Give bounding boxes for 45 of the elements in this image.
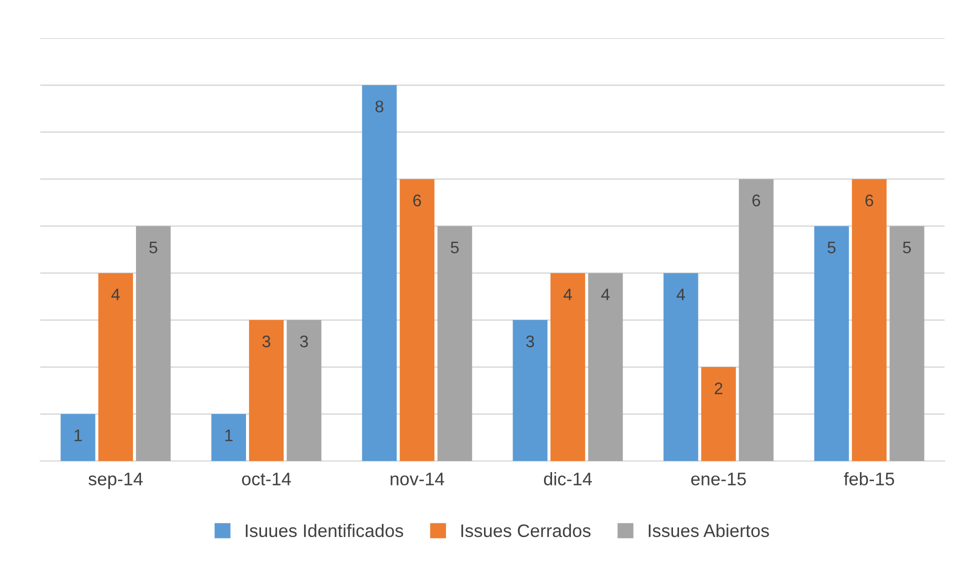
bar [852, 179, 887, 462]
bar [98, 273, 133, 462]
data-label: 3 [262, 336, 270, 348]
bar [136, 226, 171, 462]
bar [512, 320, 548, 462]
x-tick-label: dic-14 [544, 472, 592, 486]
data-label: 8 [375, 100, 384, 112]
bar [588, 273, 623, 462]
data-label: 4 [564, 288, 572, 300]
bar [286, 320, 322, 462]
legend-label: Issues Abiertos [648, 524, 769, 538]
data-label: 1 [74, 430, 82, 442]
bar [400, 179, 434, 462]
data-label: 4 [676, 288, 685, 300]
data-label: 5 [902, 242, 911, 254]
bar [890, 226, 924, 462]
legend-label: Isuues Identificados [246, 524, 404, 538]
bar [814, 226, 849, 462]
data-label: 1 [225, 430, 233, 442]
bar [211, 414, 246, 462]
x-tick-label: ene-15 [691, 472, 746, 486]
x-tick-label: oct-14 [242, 472, 291, 486]
bar [249, 320, 284, 462]
data-label: 3 [300, 336, 308, 348]
x-tick-label: feb-15 [844, 472, 894, 486]
x-tick-label: sep-14 [88, 472, 143, 489]
data-label: 4 [111, 288, 120, 300]
bar [550, 273, 586, 462]
bar [362, 85, 397, 462]
data-label: 5 [450, 242, 459, 254]
data-label: 6 [752, 194, 760, 206]
bar [738, 179, 774, 462]
data-label: 6 [413, 194, 421, 206]
bar [701, 367, 736, 462]
x-tick-label: nov-14 [390, 472, 444, 486]
legend-label: Issues Cerrados [461, 524, 591, 538]
bar [437, 226, 472, 462]
data-label: 4 [601, 288, 610, 300]
bar [664, 273, 698, 462]
bar [60, 414, 96, 462]
data-label: 2 [714, 382, 722, 394]
data-label: 5 [149, 242, 158, 254]
data-label: 3 [526, 336, 534, 348]
data-label: 5 [828, 242, 836, 254]
data-label: 6 [865, 194, 874, 206]
